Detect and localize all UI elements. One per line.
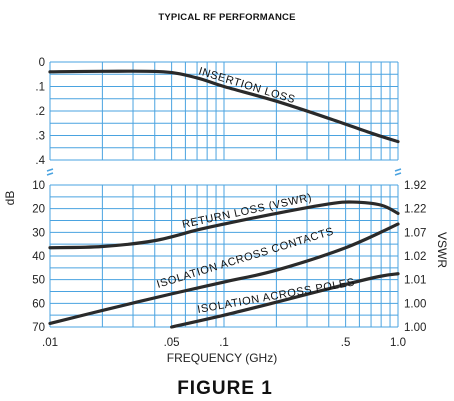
vswr-tick-label: 1.22 — [404, 204, 426, 216]
y-tick-label-lower: 60 — [32, 298, 45, 310]
y-tick-label-lower: 70 — [32, 322, 45, 334]
x-tick-label: .05 — [164, 337, 180, 349]
vswr-tick-label: 1.92 — [404, 180, 426, 192]
y-tick-label-upper: .1 — [35, 82, 45, 94]
isolation-across-poles-curve — [170, 272, 400, 329]
insertion-loss-label: INSERTION LOSS — [197, 65, 297, 106]
figure-caption: FIGURE 1 — [177, 378, 273, 399]
y-tick-label-lower: 40 — [32, 251, 45, 263]
upper-panel-grid — [49, 61, 399, 161]
axis-break-mark — [46, 168, 54, 176]
vswr-tick-label: 1.01 — [404, 275, 426, 287]
vswr-tick-label: 1.07 — [404, 227, 426, 239]
y-tick-label-upper: .3 — [35, 131, 45, 143]
y-tick-label-lower: 10 — [32, 180, 45, 192]
curves — [48, 69, 400, 329]
y-tick-label-lower: 30 — [32, 227, 45, 239]
x-tick-label: .5 — [341, 337, 351, 349]
tick-labels: 0 .1 .2 .3 .4 10 20 30 40 50 60 70 1.92 1.22 1.07 1.02 1… — [32, 57, 426, 349]
vswr-tick-label: 1.02 — [404, 251, 426, 263]
y-tick-label-lower: 20 — [32, 204, 45, 216]
y-axis-label-left: dB — [3, 191, 17, 206]
y-tick-label-upper: .2 — [35, 106, 45, 118]
x-tick-label: 1.0 — [390, 337, 406, 349]
vswr-tick-label: 1.00 — [404, 322, 426, 334]
isolation-across-contacts-curve — [48, 222, 400, 326]
x-axis-label: FREQUENCY (GHz) — [167, 351, 277, 365]
axis-break-mark — [394, 168, 402, 176]
vswr-tick-label: 1.00 — [404, 298, 426, 310]
chart-title: TYPICAL RF PERFORMANCE — [158, 12, 295, 23]
x-tick-label: .1 — [219, 337, 229, 349]
y-tick-label-upper: 0 — [39, 57, 45, 69]
y-axis-label-right: VSWR — [435, 232, 449, 268]
axis-break-marks — [46, 168, 402, 176]
return-loss-curve — [48, 200, 400, 250]
insertion-loss-curve — [48, 69, 400, 144]
y-tick-label-upper: .4 — [35, 155, 45, 167]
x-tick-label: .01 — [42, 337, 58, 349]
y-tick-label-lower: 50 — [32, 275, 45, 287]
